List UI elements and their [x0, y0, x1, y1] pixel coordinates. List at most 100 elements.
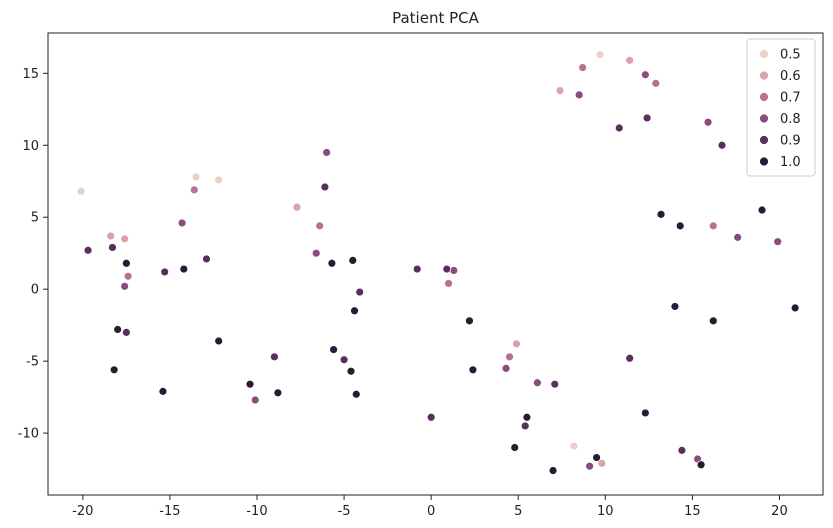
- data-point: [120, 281, 130, 291]
- data-point: [250, 395, 260, 405]
- data-point: [327, 258, 337, 268]
- x-tick-label: -15: [159, 504, 180, 519]
- x-tick-label: -10: [246, 504, 267, 519]
- x-tick-label: -20: [72, 504, 93, 519]
- data-point: [656, 209, 666, 219]
- data-point: [595, 50, 605, 59]
- data-point: [757, 205, 767, 215]
- data-point: [597, 458, 607, 468]
- data-point: [76, 186, 86, 196]
- data-point: [651, 78, 661, 88]
- data-point: [642, 113, 652, 123]
- x-axis: -20 -15 -10 -5 0 5 10 15 20: [72, 495, 788, 519]
- data-point: [522, 412, 532, 422]
- data-point: [329, 345, 339, 355]
- data-point: [505, 352, 514, 362]
- legend-marker: [759, 135, 769, 145]
- data-point: [733, 232, 743, 242]
- data-point: [346, 366, 356, 376]
- legend-marker: [759, 113, 769, 124]
- data-point: [520, 421, 530, 431]
- y-axis: -10 -5 0 5 10 15: [18, 67, 48, 442]
- data-point: [320, 182, 330, 192]
- data-point: [348, 255, 358, 265]
- y-tick-label: 0: [31, 283, 39, 298]
- data-point: [412, 264, 422, 274]
- data-point: [585, 461, 595, 471]
- legend: 0.5 0.6 0.7 0.8 0.9 1.0: [746, 38, 816, 177]
- data-point: [532, 378, 542, 388]
- legend-marker: [759, 156, 769, 167]
- points-layer: [76, 50, 800, 475]
- data-point: [108, 243, 117, 252]
- data-point: [355, 287, 365, 297]
- data-point: [202, 254, 211, 264]
- data-point: [569, 441, 579, 451]
- legend-label: 0.9: [780, 134, 801, 149]
- data-point: [703, 117, 713, 127]
- x-tick-label: -5: [338, 504, 351, 519]
- data-point: [177, 218, 187, 228]
- data-point: [322, 148, 332, 157]
- data-point: [501, 363, 511, 373]
- data-point: [351, 389, 361, 399]
- data-point: [311, 248, 321, 258]
- x-tick-label: 10: [597, 504, 614, 519]
- data-point: [121, 258, 131, 268]
- data-point: [444, 279, 453, 288]
- data-point: [465, 316, 474, 326]
- data-point: [670, 302, 680, 311]
- legend-label: 0.6: [780, 69, 801, 84]
- y-tick-label: -10: [18, 427, 39, 442]
- legend-label: 0.7: [780, 91, 801, 106]
- y-tick-label: -5: [26, 355, 39, 370]
- x-tick-label: 5: [514, 504, 522, 519]
- data-point: [83, 245, 93, 255]
- data-point: [315, 221, 325, 231]
- legend-marker: [759, 92, 769, 102]
- data-point: [708, 316, 718, 326]
- legend-label: 0.5: [780, 48, 801, 63]
- legend-label: 0.8: [780, 112, 801, 127]
- data-point: [189, 185, 199, 195]
- data-point: [121, 327, 131, 337]
- data-point: [640, 70, 650, 80]
- data-point: [442, 264, 452, 274]
- data-point: [555, 86, 565, 95]
- data-point: [717, 140, 727, 150]
- data-point: [574, 90, 584, 100]
- legend-marker: [759, 49, 769, 59]
- data-point: [214, 336, 224, 346]
- data-point: [677, 445, 687, 455]
- x-tick-label: 0: [427, 504, 435, 519]
- data-point: [113, 325, 123, 334]
- y-tick-label: 10: [22, 139, 39, 154]
- data-point: [675, 221, 685, 231]
- data-point: [292, 202, 302, 212]
- chart-title: Patient PCA: [392, 9, 480, 27]
- data-point: [512, 339, 521, 349]
- data-point: [426, 412, 436, 422]
- data-point: [179, 264, 189, 274]
- data-point: [160, 267, 170, 277]
- data-point: [191, 172, 201, 182]
- data-point: [273, 388, 283, 398]
- data-point: [350, 306, 359, 316]
- legend-marker: [759, 70, 769, 81]
- data-point: [708, 221, 718, 231]
- plot-frame: [47, 32, 824, 496]
- data-point: [158, 386, 168, 396]
- data-point: [640, 408, 650, 418]
- data-point: [614, 123, 624, 133]
- data-point: [790, 303, 800, 313]
- x-tick-label: 15: [684, 504, 701, 519]
- data-point: [245, 379, 255, 389]
- legend-label: 1.0: [780, 155, 801, 170]
- data-point: [578, 63, 588, 72]
- data-point: [510, 443, 520, 452]
- data-point: [120, 234, 130, 244]
- data-point: [269, 352, 279, 362]
- data-point: [123, 271, 133, 281]
- data-point: [106, 231, 116, 241]
